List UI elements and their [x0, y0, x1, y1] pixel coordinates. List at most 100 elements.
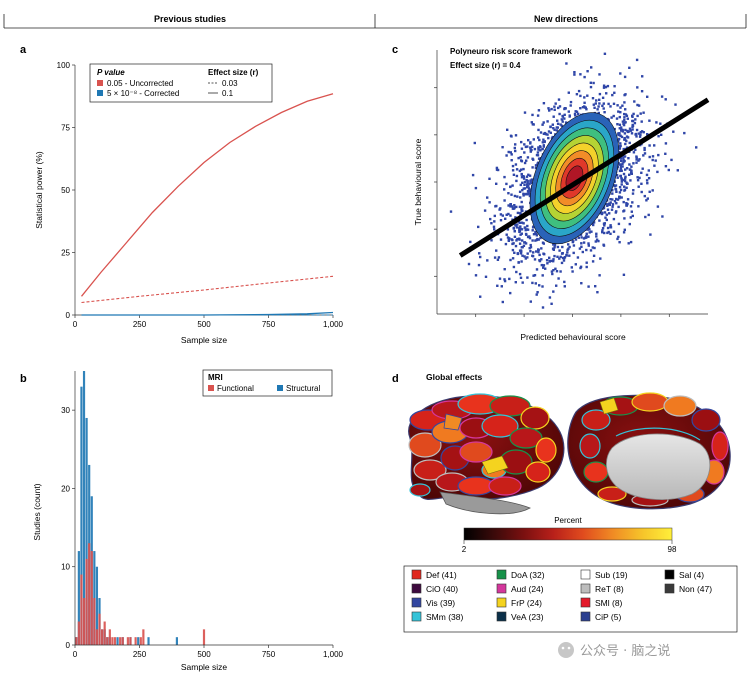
- chart-a-legend-swatch-corrected: [97, 90, 103, 96]
- chart-c-point: [493, 256, 497, 259]
- chart-c-point: [582, 241, 586, 244]
- chart-c-point: [629, 240, 633, 244]
- chart-c-point: [638, 158, 641, 161]
- chart-c-point: [512, 227, 515, 230]
- chart-c-point: [620, 183, 623, 186]
- chart-c-point: [615, 173, 619, 177]
- chart-c-point: [522, 222, 525, 225]
- chart-c-point: [508, 237, 511, 240]
- chart-c-point: [624, 108, 627, 111]
- brain-right-medial-wall: [606, 433, 711, 500]
- chart-c-point: [515, 226, 519, 229]
- chart-c-point: [537, 128, 540, 132]
- chart-c-point: [511, 164, 515, 168]
- chart-c-point: [660, 133, 663, 136]
- chart-c-point: [563, 117, 566, 120]
- chart-c-point: [626, 117, 629, 120]
- chart-c-point: [612, 217, 616, 221]
- chart-c-point: [519, 213, 522, 216]
- chart-c-point: [534, 239, 537, 242]
- chart-c-point: [552, 269, 555, 272]
- chart-c-point: [624, 128, 627, 132]
- chart-c-point: [664, 152, 667, 155]
- chart-c-point: [648, 155, 651, 159]
- chart-c-point: [619, 106, 622, 109]
- chart-c-point: [577, 112, 580, 116]
- chart-c-point: [611, 93, 614, 97]
- chart-c-point: [490, 239, 493, 242]
- chart-c-point: [526, 224, 529, 228]
- chart-c-point: [574, 238, 578, 241]
- chart-c-point: [642, 111, 645, 114]
- chart-c-point: [579, 107, 582, 110]
- chart-c-point: [520, 207, 523, 211]
- chart-c-point: [515, 205, 518, 209]
- chart-c-point: [615, 117, 619, 120]
- chart-c-point: [595, 238, 599, 241]
- chart-c-point: [523, 241, 527, 244]
- chart-c-point: [542, 242, 545, 245]
- chart-c-point: [618, 127, 621, 130]
- network-legend-swatch: [580, 583, 591, 594]
- panel-label-d: d: [392, 373, 399, 385]
- chart-c-point: [559, 255, 562, 259]
- chart-c-point: [524, 257, 527, 260]
- chart-b-bar-functional: [202, 629, 206, 645]
- chart-c-point: [520, 172, 523, 176]
- chart-c-point: [627, 157, 630, 160]
- chart-c-point: [695, 146, 698, 149]
- chart-c-point: [510, 238, 513, 241]
- chart-c-point: [621, 165, 624, 168]
- chart-c-point: [603, 52, 607, 55]
- chart-c-point: [612, 230, 616, 233]
- chart-c-point: [488, 201, 491, 204]
- chart-c-point: [619, 142, 622, 145]
- chart-c-point: [569, 104, 572, 107]
- panel-label-a: a: [20, 44, 27, 56]
- chart-c-point: [529, 246, 533, 249]
- chart-c-point: [531, 239, 534, 242]
- network-legend-swatch: [664, 569, 675, 580]
- chart-c-point: [618, 150, 621, 154]
- chart-c-point: [512, 173, 516, 176]
- chart-b-legend-box: [202, 369, 333, 397]
- chart-b-ylabel: Studies (count): [32, 483, 42, 540]
- chart-c-point: [641, 167, 644, 170]
- chart-c-point: [495, 249, 498, 252]
- chart-c-point: [557, 106, 560, 110]
- chart-c-point: [546, 120, 549, 123]
- chart-c-point: [573, 112, 577, 116]
- chart-c-point: [624, 142, 627, 146]
- chart-c-point: [636, 179, 640, 182]
- chart-c-point: [523, 183, 526, 186]
- chart-c-point: [619, 167, 623, 170]
- chart-c-point: [505, 154, 508, 157]
- chart-c-point: [631, 128, 634, 131]
- chart-c-point: [601, 227, 605, 230]
- chart-c-point: [624, 177, 627, 180]
- chart-c-point: [507, 150, 510, 154]
- chart-c-point: [477, 263, 481, 267]
- chart-c-point: [501, 146, 504, 149]
- chart-c-point: [623, 217, 626, 220]
- chart-c-point: [528, 247, 531, 250]
- chart-c-point: [546, 262, 549, 265]
- chart-c-point: [634, 118, 637, 121]
- chart-c-point: [656, 170, 659, 174]
- chart-b-legend-structural: Structural: [286, 384, 320, 393]
- brain-left-parcel: [413, 459, 447, 481]
- chart-c-point: [577, 236, 580, 239]
- chart-b-ytick-label: 30: [61, 406, 70, 415]
- chart-c-point: [637, 205, 640, 208]
- chart-c-point: [495, 168, 499, 171]
- chart-c-point: [631, 214, 634, 218]
- chart-c-point: [637, 159, 640, 162]
- chart-b-bar-functional: [111, 637, 114, 645]
- chart-c-xlabel: Predicted behavioural score: [520, 332, 626, 342]
- chart-a-ytick-label: 50: [61, 186, 70, 195]
- chart-c-point: [638, 135, 642, 138]
- chart-c-point: [589, 81, 592, 84]
- chart-c-point: [518, 238, 521, 241]
- brain-left-parcel: [520, 406, 550, 430]
